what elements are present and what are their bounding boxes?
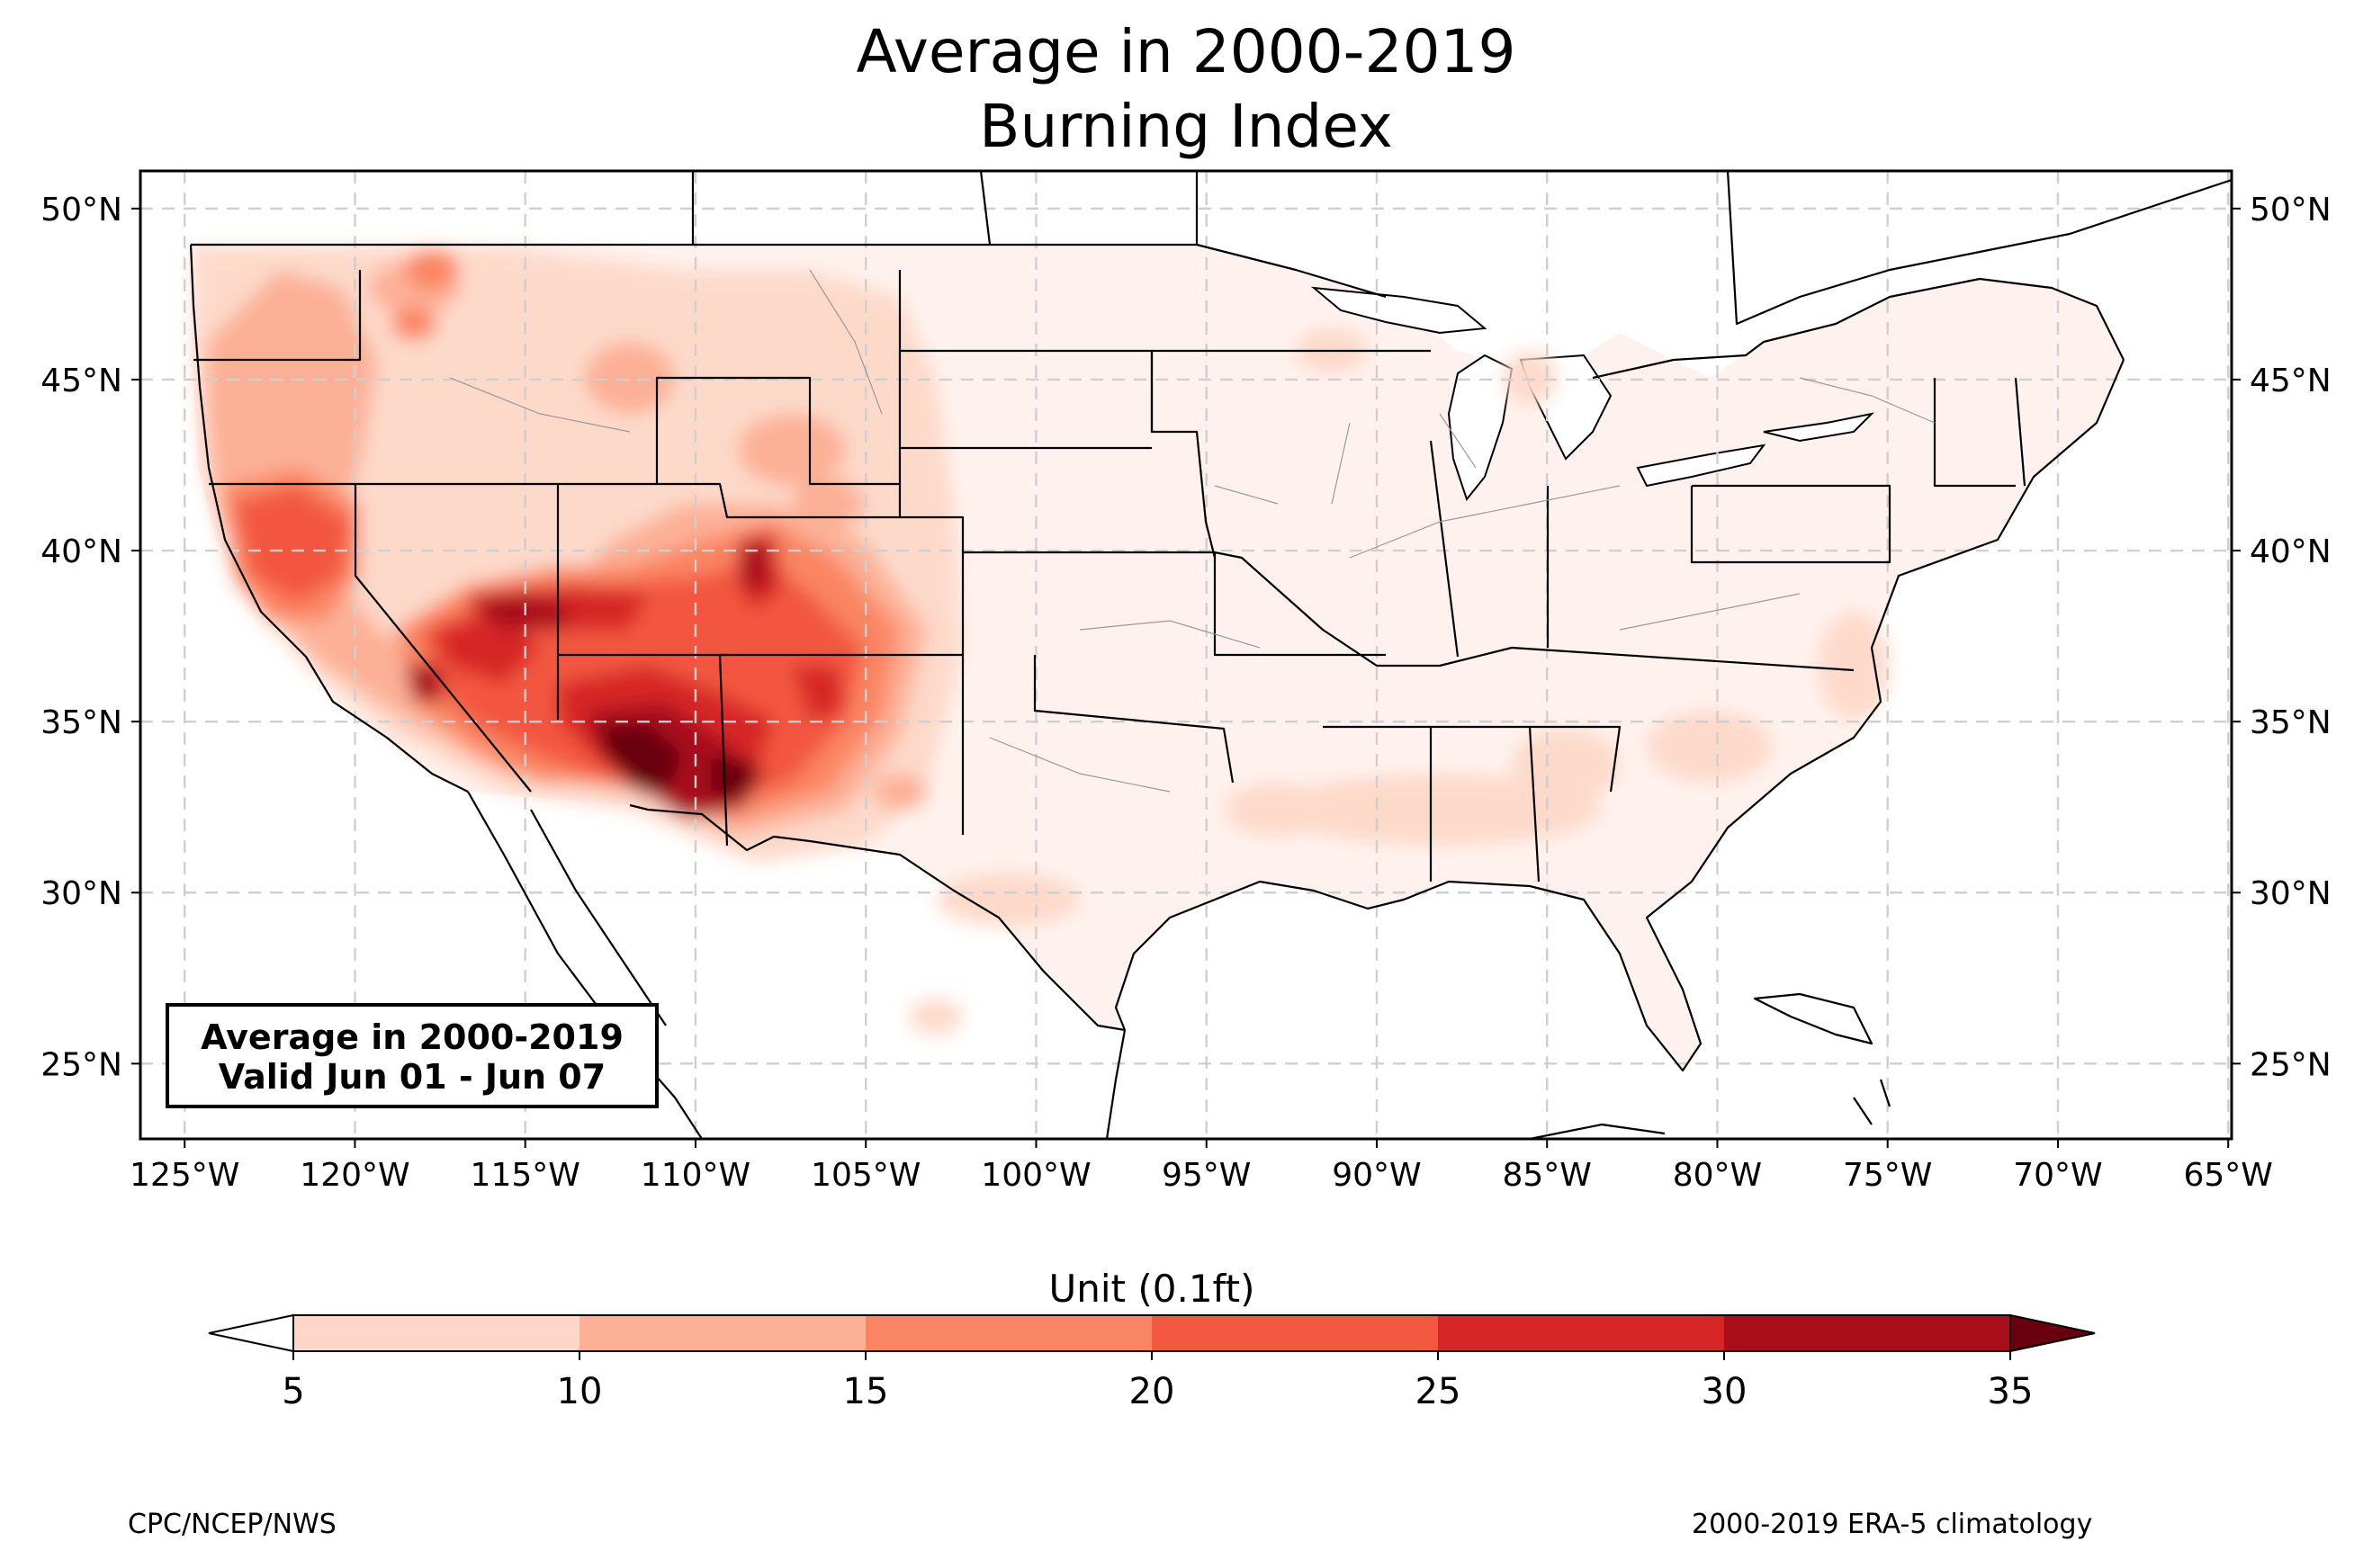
lon-tick-label: 65°W <box>2184 1157 2273 1194</box>
great-lakes <box>1310 286 1875 502</box>
colorbar-tick-label: 20 <box>1129 1371 1175 1412</box>
validity-line-2: Valid Jun 01 - Jun 07 <box>218 1057 606 1097</box>
colorbar-segment <box>866 1315 1153 1351</box>
colorbar-ticks: 5 10 15 20 25 30 35 <box>282 1351 2033 1412</box>
colorbar-segment <box>293 1315 580 1351</box>
colorbar-over-triangle <box>2009 1313 2096 1353</box>
lon-tick-label: 75°W <box>1843 1157 1932 1194</box>
internal-borders <box>449 269 1936 793</box>
colorbar-tick-label: 5 <box>282 1371 304 1412</box>
validity-box: Average in 2000-2019 Valid Jun 01 - Jun … <box>166 1003 659 1108</box>
colorbar-tick-label: 30 <box>1702 1371 1748 1412</box>
colorbar <box>208 1313 2096 1353</box>
lon-tick-label: 85°W <box>1503 1157 1592 1194</box>
chart-title: Average in 2000-2019 <box>856 17 1516 86</box>
lon-tick-label: 110°W <box>641 1157 750 1194</box>
lat-tick-label: 45°N <box>2250 363 2332 399</box>
level-above-35 <box>594 724 756 801</box>
lat-tick-label: 35°N <box>40 704 122 741</box>
lat-tick-label: 35°N <box>2250 704 2332 741</box>
footer-dataset: 2000-2019 ERA-5 climatology <box>1692 1509 2093 1540</box>
footer-source: CPC/NCEP/NWS <box>128 1509 337 1540</box>
lon-tick-label: 70°W <box>2013 1157 2102 1194</box>
map-frame <box>139 169 2233 1141</box>
colorbar-segment <box>580 1315 867 1351</box>
lat-tick-label: 25°N <box>40 1046 122 1083</box>
lat-tick-label: 50°N <box>40 192 122 228</box>
gridlines <box>140 171 2232 1139</box>
lat-tick-label: 40°N <box>40 533 122 570</box>
lon-tick-label: 115°W <box>471 1157 580 1194</box>
colorbar-under-triangle <box>208 1313 294 1353</box>
lat-tick-label: 30°N <box>40 875 122 912</box>
lon-axis: 125°W 120°W 115°W 110°W 105°W 100°W 95°W 90°W 85… <box>130 1139 2273 1194</box>
lon-tick-label: 120°W <box>300 1157 409 1194</box>
borders <box>189 171 2232 1139</box>
chart-subtitle: Burning Index <box>979 92 1393 161</box>
lat-tick-label: 50°N <box>2250 192 2332 228</box>
colorbar-label: Unit (0.1ft) <box>1048 1267 1255 1311</box>
lat-axis-left: 25°N 30°N 35°N 40°N 45°N 50°N <box>40 192 140 1083</box>
lat-axis-right: 25°N 30°N 35°N 40°N 45°N 50°N <box>2232 192 2332 1083</box>
lon-tick-label: 105°W <box>811 1157 921 1194</box>
colorbar-tick-label: 35 <box>1988 1371 2034 1412</box>
lon-tick-label: 80°W <box>1673 1157 1762 1194</box>
colorbar-tick-label: 25 <box>1415 1371 1461 1412</box>
lon-tick-label: 95°W <box>1162 1157 1251 1194</box>
colorbar-segment <box>1152 1315 1439 1351</box>
colorbar-tick-label: 10 <box>557 1371 603 1412</box>
colorbar-tick-label: 15 <box>843 1371 889 1412</box>
lat-tick-label: 40°N <box>2250 533 2332 570</box>
lon-tick-label: 100°W <box>981 1157 1091 1194</box>
lon-tick-label: 90°W <box>1332 1157 1421 1194</box>
lat-tick-label: 45°N <box>40 363 122 399</box>
validity-line-1: Average in 2000-2019 <box>201 1017 624 1057</box>
lat-tick-label: 25°N <box>2250 1046 2332 1083</box>
colorbar-segment <box>1724 1315 2011 1351</box>
colorbar-segment <box>1438 1315 1725 1351</box>
lon-tick-label: 125°W <box>130 1157 239 1194</box>
lat-tick-label: 30°N <box>2250 875 2332 912</box>
